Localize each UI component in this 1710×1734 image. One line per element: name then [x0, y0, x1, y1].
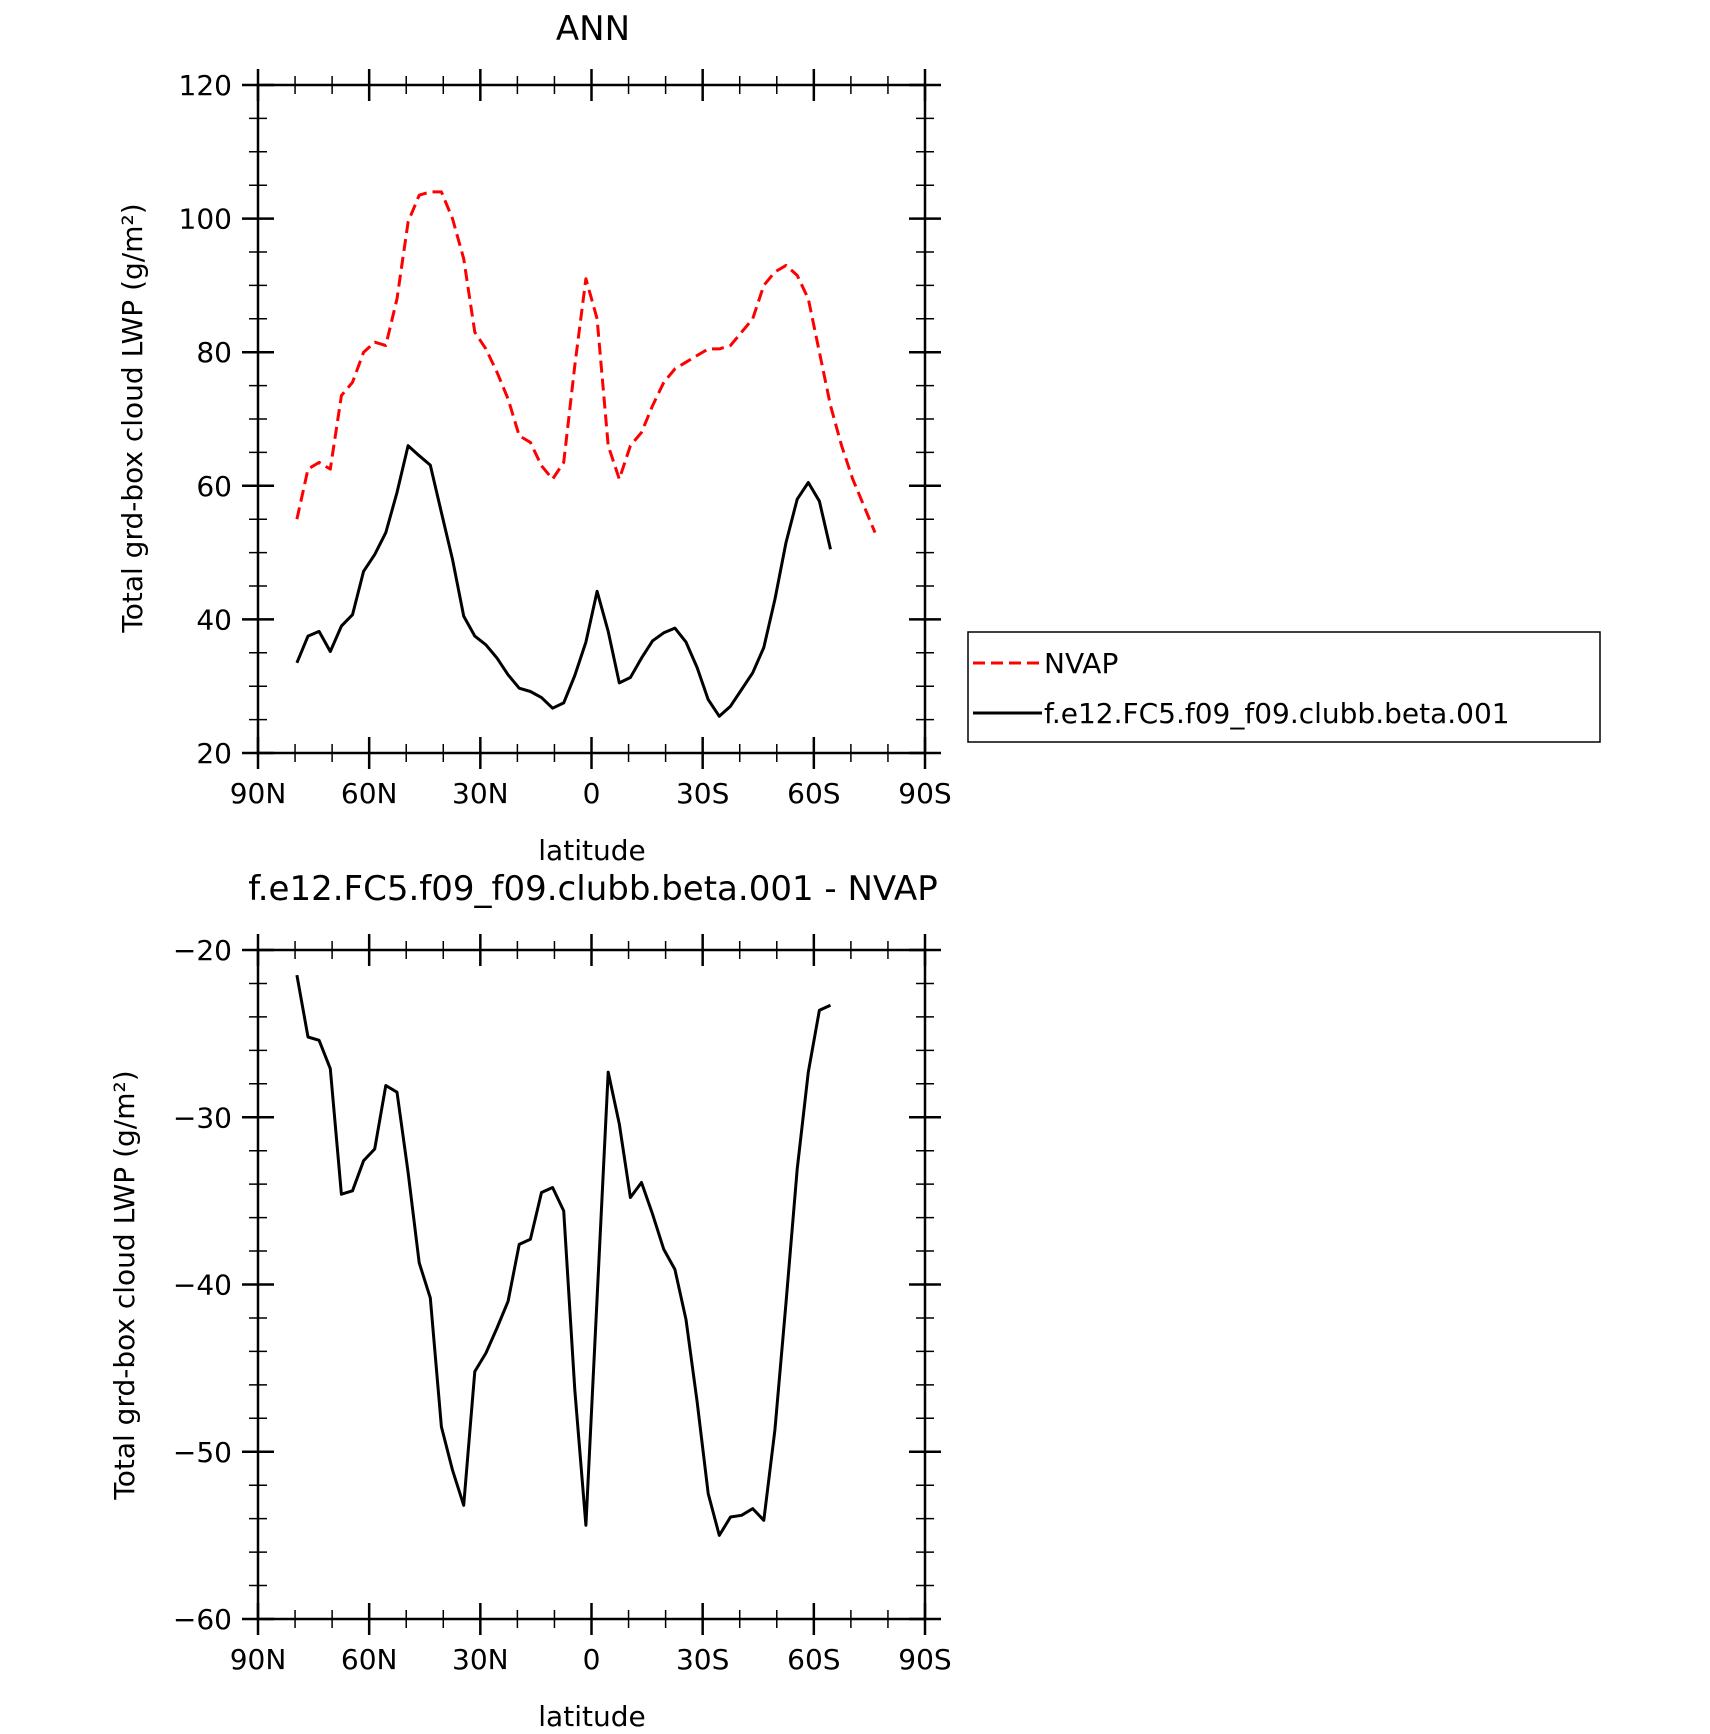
bottom-y-tick-label: −30 — [173, 1101, 232, 1134]
top-x-tick-label: 60N — [341, 777, 398, 810]
top-x-tick-label: 30S — [676, 777, 729, 810]
bottom-series-line-0 — [295, 974, 832, 1537]
top-series-lines — [295, 190, 877, 718]
bottom-y-axis-label: Total grd-box cloud LWP (g/m²) — [108, 1070, 141, 1500]
bottom-x-axis-label: latitude — [538, 1700, 645, 1733]
legend-box — [967, 631, 1601, 743]
top-x-tick-label: 90S — [898, 777, 951, 810]
legend: NVAP f.e12.FC5.f09_f09.clubb.beta.001 — [967, 631, 1601, 743]
top-y-tick-label: 100 — [179, 203, 232, 236]
bottom-x-tick-label: 30N — [452, 1643, 509, 1676]
top-y-tick-label: 80 — [196, 336, 232, 369]
bottom-y-tick-label: −50 — [173, 1436, 232, 1469]
top-y-ticks: 20 40 60 80 100 120 — [179, 69, 941, 770]
bottom-plot-frame — [256, 948, 927, 1621]
bottom-y-ticks: −20 −30 −40 −50 −60 — [173, 934, 941, 1636]
top-y-tick-label: 120 — [179, 69, 232, 102]
top-x-tick-label: 0 — [583, 777, 601, 810]
bottom-y-tick-label: −40 — [173, 1269, 232, 1302]
bottom-x-tick-label: 60S — [787, 1643, 840, 1676]
top-y-axis-label: Total grd-box cloud LWP (g/m²) — [116, 203, 149, 633]
top-y-tick-label: 20 — [196, 737, 232, 770]
bottom-y-tick-label: −20 — [173, 934, 232, 967]
bottom-series-lines — [295, 974, 832, 1537]
top-chart-panel: ANN 20 40 60 80 100 120 90N 60N 30N 0 30S 60S 90S l… — [116, 9, 1601, 867]
bottom-x-ticks: 90N 60N 30N 0 30S 60S 90S — [230, 934, 952, 1676]
bottom-y-tick-label: −60 — [173, 1603, 232, 1636]
top-chart-title: ANN — [556, 9, 630, 49]
bottom-x-tick-label: 90N — [230, 1643, 287, 1676]
legend-label-nvap: NVAP — [1044, 647, 1118, 680]
bottom-x-tick-label: 90S — [898, 1643, 951, 1676]
legend-label-model: f.e12.FC5.f09_f09.clubb.beta.001 — [1044, 697, 1510, 730]
bottom-x-tick-label: 0 — [583, 1643, 601, 1676]
top-series-line-0 — [295, 190, 877, 534]
bottom-x-tick-label: 30S — [676, 1643, 729, 1676]
top-x-axis-label: latitude — [538, 834, 645, 867]
bottom-x-tick-label: 60N — [341, 1643, 398, 1676]
top-x-ticks: 90N 60N 30N 0 30S 60S 90S — [230, 69, 952, 810]
top-y-tick-label: 60 — [196, 470, 232, 503]
top-series-line-1 — [295, 444, 832, 718]
top-plot-frame — [256, 83, 927, 755]
bottom-chart-title: f.e12.FC5.f09_f09.clubb.beta.001 - NVAP — [248, 869, 938, 909]
top-x-tick-label: 60S — [787, 777, 840, 810]
top-y-tick-label: 40 — [196, 603, 232, 636]
top-x-tick-label: 90N — [230, 777, 287, 810]
top-x-tick-label: 30N — [452, 777, 509, 810]
bottom-chart-panel: f.e12.FC5.f09_f09.clubb.beta.001 - NVAP … — [108, 869, 952, 1733]
